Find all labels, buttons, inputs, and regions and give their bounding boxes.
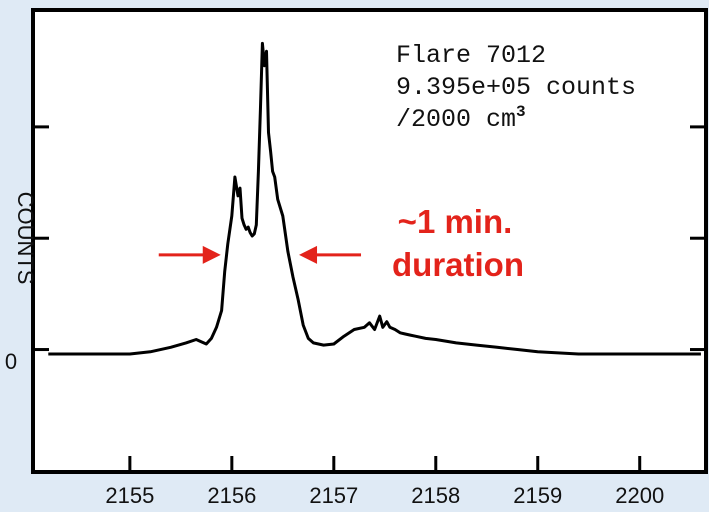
annotation-volume-superscript: 3 bbox=[516, 103, 526, 121]
left-arrow-head bbox=[202, 245, 221, 264]
plot-background bbox=[33, 10, 706, 472]
y-tick-label-0: 0 bbox=[5, 349, 17, 374]
series-line bbox=[48, 41, 701, 356]
x-tick-label-2: 2157 bbox=[309, 483, 358, 508]
x-tick-label-3: 2158 bbox=[411, 483, 460, 508]
duration-label-line1: ~1 min. bbox=[398, 203, 513, 240]
annotation-counts: 9.395e+05 counts bbox=[396, 73, 636, 102]
x-tick-labels: 2155 2156 2157 2158 2159 2200 bbox=[105, 483, 664, 508]
x-tick-label-4: 2159 bbox=[513, 483, 562, 508]
annotation-box: Flare 7012 9.395e+05 counts /2000 cm3 bbox=[396, 41, 636, 134]
annotation-volume-text: /2000 cm bbox=[396, 105, 516, 134]
plot-frame bbox=[31, 8, 708, 474]
right-arrow-head bbox=[299, 245, 318, 264]
y-axis-label-fragment: COUNTS bbox=[13, 192, 38, 285]
annotation-volume: /2000 cm3 bbox=[396, 103, 526, 134]
duration-label-line2: duration bbox=[392, 246, 524, 283]
x-tick-label-5: 2200 bbox=[615, 483, 664, 508]
duration-annotation: ~1 min. duration bbox=[158, 203, 524, 283]
x-tick-label-0: 2155 bbox=[105, 483, 154, 508]
x-tick-label-1: 2156 bbox=[207, 483, 256, 508]
annotation-flare-id: Flare 7012 bbox=[396, 41, 546, 70]
tick-marks bbox=[33, 125, 706, 472]
